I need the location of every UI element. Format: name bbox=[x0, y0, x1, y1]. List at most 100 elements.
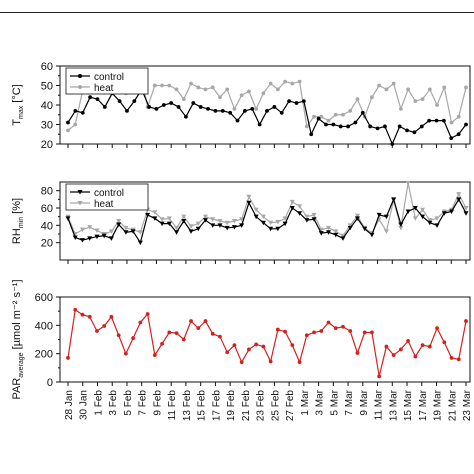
data-point bbox=[195, 226, 201, 232]
data-point bbox=[333, 112, 338, 117]
data-point bbox=[412, 206, 418, 211]
data-point bbox=[202, 218, 208, 223]
data-point bbox=[333, 232, 339, 238]
data-point bbox=[79, 227, 85, 233]
x-tick-label: 15 Feb bbox=[197, 390, 208, 422]
data-point bbox=[184, 114, 188, 119]
data-point bbox=[87, 236, 93, 241]
data-point bbox=[206, 107, 210, 111]
data-point bbox=[347, 225, 353, 231]
data-point bbox=[456, 132, 461, 137]
data-point bbox=[108, 236, 114, 241]
data-point bbox=[167, 330, 172, 335]
data-point bbox=[239, 217, 245, 222]
x-tick-label: 30 Jan bbox=[79, 390, 90, 420]
data-point bbox=[289, 206, 295, 211]
data-point bbox=[268, 220, 274, 226]
data-point bbox=[287, 99, 292, 103]
x-tick-label: 7 Mar bbox=[344, 389, 355, 415]
data-point bbox=[196, 85, 201, 90]
data-point bbox=[427, 118, 432, 123]
data-point bbox=[383, 124, 387, 129]
x-tick-label: 5 Mar bbox=[329, 389, 340, 415]
data-point bbox=[275, 226, 281, 232]
data-point bbox=[398, 107, 403, 111]
data-point bbox=[268, 81, 273, 86]
data-point bbox=[456, 192, 462, 197]
data-point bbox=[297, 204, 303, 209]
data-point bbox=[304, 124, 309, 129]
data-point bbox=[463, 206, 469, 211]
data-point bbox=[94, 228, 100, 234]
y-tick-label: 80 bbox=[41, 186, 53, 198]
x-tick-label: 13 Mar bbox=[388, 389, 399, 421]
data-point bbox=[246, 194, 252, 200]
data-point bbox=[123, 351, 128, 356]
data-point bbox=[217, 223, 223, 228]
x-tick-label: 9 Feb bbox=[152, 390, 163, 416]
x-tick-label: 21 Feb bbox=[241, 390, 252, 422]
data-point bbox=[290, 81, 295, 86]
legend-marker bbox=[77, 190, 83, 195]
data-point bbox=[228, 110, 233, 115]
data-point bbox=[434, 216, 440, 221]
legend-label: heat bbox=[94, 83, 114, 94]
data-point bbox=[346, 124, 350, 129]
data-point bbox=[341, 324, 345, 329]
data-point bbox=[88, 95, 93, 100]
data-point bbox=[210, 223, 216, 228]
data-point bbox=[318, 227, 324, 233]
data-point bbox=[369, 232, 375, 238]
data-point bbox=[275, 87, 280, 92]
data-point bbox=[137, 240, 143, 246]
data-point bbox=[174, 331, 179, 336]
data-point bbox=[383, 229, 389, 234]
data-point bbox=[405, 180, 411, 186]
data-point bbox=[152, 353, 157, 357]
data-point bbox=[348, 108, 353, 113]
data-point bbox=[102, 324, 107, 328]
data-point bbox=[420, 97, 425, 102]
data-point bbox=[198, 105, 203, 109]
data-point bbox=[159, 217, 165, 222]
x-tick-label: 7 Feb bbox=[138, 390, 149, 416]
data-point bbox=[319, 329, 324, 333]
data-point bbox=[257, 122, 262, 127]
data-point bbox=[108, 229, 114, 234]
data-point bbox=[232, 107, 237, 111]
y-tick-label: 40 bbox=[41, 100, 53, 112]
legend-marker bbox=[78, 85, 82, 89]
data-point bbox=[413, 99, 418, 103]
data-point bbox=[442, 85, 447, 90]
data-point bbox=[331, 122, 336, 127]
y-tick-label: 200 bbox=[35, 349, 53, 361]
data-point bbox=[370, 330, 374, 335]
data-point bbox=[239, 223, 245, 228]
plot-frame bbox=[59, 181, 471, 261]
data-point bbox=[456, 357, 461, 362]
data-point bbox=[160, 83, 164, 88]
x-tick-label: 19 Mar bbox=[433, 389, 444, 421]
x-tick-label: 27 Feb bbox=[285, 390, 296, 422]
data-point bbox=[224, 220, 230, 226]
data-point bbox=[247, 89, 251, 94]
data-point bbox=[427, 344, 432, 349]
data-point bbox=[72, 235, 78, 240]
legend-label: control bbox=[94, 188, 124, 199]
data-point bbox=[260, 220, 266, 226]
legend-label: heat bbox=[94, 199, 114, 210]
data-point bbox=[316, 116, 321, 121]
data-point bbox=[283, 79, 287, 84]
data-point bbox=[348, 329, 353, 333]
data-point bbox=[95, 97, 100, 102]
data-point bbox=[73, 108, 78, 113]
data-point bbox=[412, 130, 417, 135]
data-point bbox=[210, 85, 215, 90]
data-point bbox=[116, 222, 122, 227]
data-point bbox=[304, 333, 309, 338]
data-point bbox=[196, 326, 201, 331]
data-point bbox=[132, 99, 137, 103]
x-tick-label: 15 Mar bbox=[403, 389, 414, 421]
data-point bbox=[362, 226, 368, 232]
y-tick-label: 600 bbox=[35, 292, 53, 304]
